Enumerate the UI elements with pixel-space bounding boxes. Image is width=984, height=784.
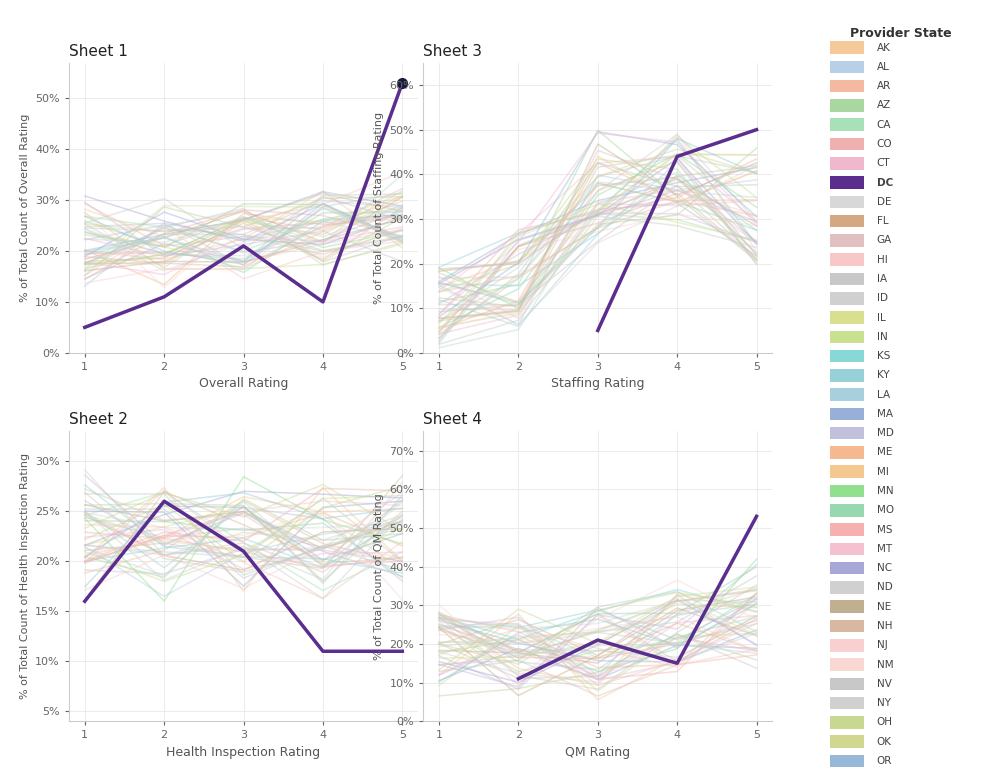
Text: IA: IA xyxy=(877,274,887,284)
FancyBboxPatch shape xyxy=(830,677,864,690)
Text: MA: MA xyxy=(877,409,892,419)
X-axis label: Health Inspection Rating: Health Inspection Rating xyxy=(166,746,321,759)
Text: Sheet 3: Sheet 3 xyxy=(423,44,482,59)
Y-axis label: % of Total Count of Health Inspection Rating: % of Total Count of Health Inspection Ra… xyxy=(20,453,30,699)
Text: IN: IN xyxy=(877,332,888,342)
FancyBboxPatch shape xyxy=(830,735,864,748)
Text: FL: FL xyxy=(877,216,889,226)
Text: Sheet 1: Sheet 1 xyxy=(69,44,128,59)
Text: HI: HI xyxy=(877,255,888,265)
Text: AR: AR xyxy=(877,82,891,91)
FancyBboxPatch shape xyxy=(830,427,864,440)
FancyBboxPatch shape xyxy=(830,215,864,227)
FancyBboxPatch shape xyxy=(830,350,864,362)
Text: MN: MN xyxy=(877,486,893,496)
Text: Provider State: Provider State xyxy=(850,27,952,40)
Text: LA: LA xyxy=(877,390,890,400)
FancyBboxPatch shape xyxy=(830,80,864,93)
Text: DE: DE xyxy=(877,197,892,207)
Text: CA: CA xyxy=(877,120,892,129)
FancyBboxPatch shape xyxy=(830,176,864,189)
FancyBboxPatch shape xyxy=(830,100,864,112)
FancyBboxPatch shape xyxy=(830,195,864,208)
Text: Sheet 2: Sheet 2 xyxy=(69,412,128,427)
Text: KY: KY xyxy=(877,370,890,380)
FancyBboxPatch shape xyxy=(830,234,864,247)
FancyBboxPatch shape xyxy=(830,697,864,710)
FancyBboxPatch shape xyxy=(830,716,864,728)
Text: OH: OH xyxy=(877,717,892,728)
Text: MS: MS xyxy=(877,524,892,535)
FancyBboxPatch shape xyxy=(830,543,864,555)
Text: MI: MI xyxy=(877,466,889,477)
Text: MD: MD xyxy=(877,428,893,438)
FancyBboxPatch shape xyxy=(830,292,864,304)
FancyBboxPatch shape xyxy=(830,504,864,517)
FancyBboxPatch shape xyxy=(830,311,864,324)
Y-axis label: % of Total Count of QM Rating: % of Total Count of QM Rating xyxy=(374,493,384,659)
Text: OR: OR xyxy=(877,756,892,766)
FancyBboxPatch shape xyxy=(830,485,864,497)
FancyBboxPatch shape xyxy=(830,138,864,151)
Text: AZ: AZ xyxy=(877,100,891,111)
Text: NH: NH xyxy=(877,621,892,631)
FancyBboxPatch shape xyxy=(830,619,864,632)
FancyBboxPatch shape xyxy=(830,408,864,420)
Text: IL: IL xyxy=(877,313,886,322)
FancyBboxPatch shape xyxy=(830,659,864,671)
Text: DC: DC xyxy=(877,177,893,187)
FancyBboxPatch shape xyxy=(830,562,864,575)
FancyBboxPatch shape xyxy=(830,118,864,131)
Text: NM: NM xyxy=(877,659,893,670)
Text: NY: NY xyxy=(877,698,891,708)
Text: MO: MO xyxy=(877,506,893,515)
FancyBboxPatch shape xyxy=(830,60,864,73)
FancyBboxPatch shape xyxy=(830,639,864,652)
FancyBboxPatch shape xyxy=(830,466,864,478)
FancyBboxPatch shape xyxy=(830,524,864,536)
Text: ND: ND xyxy=(877,583,892,593)
X-axis label: QM Rating: QM Rating xyxy=(565,746,631,759)
Text: NJ: NJ xyxy=(877,641,888,650)
Text: CO: CO xyxy=(877,139,892,149)
Text: CT: CT xyxy=(877,158,891,169)
FancyBboxPatch shape xyxy=(830,581,864,593)
Text: NE: NE xyxy=(877,601,891,612)
FancyBboxPatch shape xyxy=(830,273,864,285)
Y-axis label: % of Total Count of Staffing Rating: % of Total Count of Staffing Rating xyxy=(374,111,384,304)
FancyBboxPatch shape xyxy=(830,157,864,169)
FancyBboxPatch shape xyxy=(830,601,864,613)
FancyBboxPatch shape xyxy=(830,253,864,266)
Text: Sheet 4: Sheet 4 xyxy=(423,412,482,427)
FancyBboxPatch shape xyxy=(830,369,864,382)
Text: ME: ME xyxy=(877,448,892,458)
Text: AK: AK xyxy=(877,42,891,53)
Text: NC: NC xyxy=(877,563,892,573)
X-axis label: Overall Rating: Overall Rating xyxy=(199,377,288,390)
X-axis label: Staffing Rating: Staffing Rating xyxy=(551,377,645,390)
FancyBboxPatch shape xyxy=(830,446,864,459)
Text: GA: GA xyxy=(877,235,892,245)
FancyBboxPatch shape xyxy=(830,331,864,343)
FancyBboxPatch shape xyxy=(830,42,864,54)
FancyBboxPatch shape xyxy=(830,755,864,768)
Text: KS: KS xyxy=(877,351,891,361)
Text: ID: ID xyxy=(877,293,888,303)
Text: AL: AL xyxy=(877,62,890,72)
Text: NV: NV xyxy=(877,679,892,689)
FancyBboxPatch shape xyxy=(830,388,864,401)
Y-axis label: % of Total Count of Overall Rating: % of Total Count of Overall Rating xyxy=(20,114,30,302)
Text: MT: MT xyxy=(877,544,892,554)
Text: OK: OK xyxy=(877,737,892,746)
